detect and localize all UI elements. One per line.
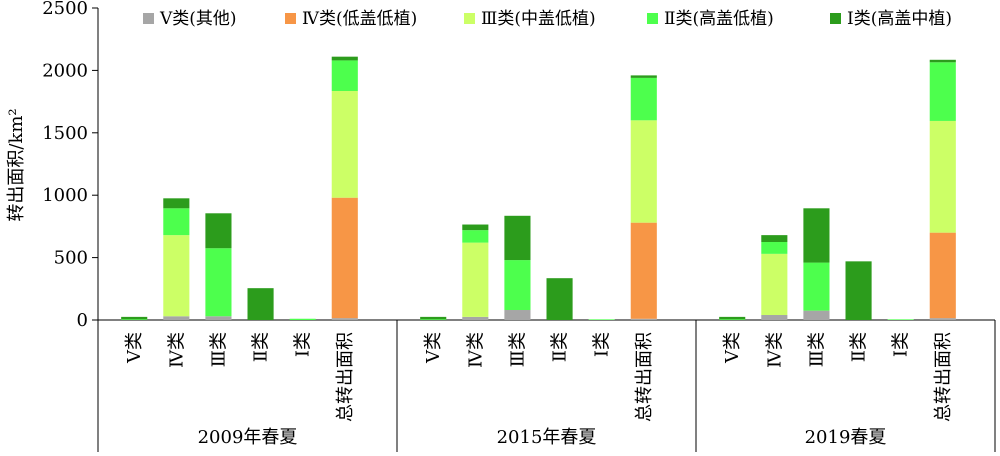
legend-label: Ⅲ类(中盖低植) (481, 9, 596, 29)
bar-segment (462, 230, 489, 243)
bar-segment (331, 56, 358, 61)
bar-segment (630, 77, 657, 121)
bar-segment (546, 278, 573, 320)
x-category-label: Ⅱ类 (550, 332, 571, 362)
bar-segment (121, 316, 148, 320)
bar-segment (163, 198, 190, 209)
bar-segment (247, 288, 274, 320)
bar-segment (205, 248, 232, 317)
bar-segment (803, 208, 830, 263)
bar-segment (630, 120, 657, 223)
x-category-label: Ⅲ类 (806, 332, 827, 367)
bar-segment (588, 319, 615, 320)
y-tick-label: 1000 (42, 185, 88, 206)
bar-segment (289, 318, 316, 320)
bar-segment (205, 316, 232, 320)
bar-segment (761, 242, 788, 254)
legend: Ⅴ类(其他) Ⅳ类(低盖低植) Ⅲ类(中盖低植) Ⅱ类(高盖低植) Ⅰ类(高盖中植) (143, 9, 952, 29)
x-group-label: 2015年春夏 (497, 427, 597, 448)
y-tick-label: 2000 (42, 60, 88, 81)
x-category-label: Ⅰ类 (293, 332, 314, 357)
x-group-label: 2019春夏 (805, 427, 887, 448)
bar-segment (929, 120, 956, 233)
bar-segment (929, 232, 956, 319)
bar-segment (630, 75, 657, 78)
bar-segment (630, 222, 657, 319)
y-tick-label: 1500 (42, 123, 88, 144)
x-category-label: 总转出面积 (933, 332, 954, 422)
x-category-label: Ⅲ类 (507, 332, 528, 367)
bar-segment (331, 60, 358, 91)
bar-segment (331, 318, 358, 320)
legend-swatch (647, 13, 658, 24)
x-category-label: Ⅳ类 (465, 332, 486, 368)
bar-segment (163, 316, 190, 320)
x-category-label: 总转出面积 (335, 332, 356, 422)
y-tick-label: 500 (54, 248, 88, 269)
bar-segment (331, 90, 358, 198)
legend-label: Ⅰ类(高盖中植) (847, 9, 952, 29)
bar-segment (504, 310, 531, 320)
x-category-label: Ⅴ类 (124, 332, 145, 364)
legend-swatch (464, 13, 475, 24)
x-category-label: 总转出面积 (634, 332, 655, 422)
y-tick-label: 0 (77, 310, 88, 331)
bar-segment (845, 261, 872, 320)
y-tick-label: 2500 (42, 0, 88, 19)
bar-segment (929, 318, 956, 320)
bar-segment (420, 316, 447, 320)
bar-segment (420, 319, 447, 320)
bar-segment (163, 235, 190, 317)
legend-label: Ⅴ类(其他) (159, 9, 237, 29)
x-category-label: Ⅰ类 (891, 332, 912, 357)
bar-segment (887, 319, 914, 320)
bar-segment (205, 213, 232, 249)
legend-swatch (285, 13, 296, 24)
bar-segment (929, 62, 956, 121)
bar-segment (761, 235, 788, 242)
x-category-label: Ⅴ类 (722, 332, 743, 364)
bar-segment (462, 242, 489, 317)
bar-segment (462, 224, 489, 231)
bar-segment (719, 316, 746, 320)
bar-segment (803, 262, 830, 311)
x-category-label: Ⅰ类 (592, 332, 613, 357)
x-category-label: Ⅲ类 (208, 332, 229, 367)
bar-segment (630, 318, 657, 320)
bar-segment (462, 316, 489, 320)
bar-segment (331, 197, 358, 319)
x-category-label: Ⅴ类 (423, 332, 444, 364)
legend-label: Ⅳ类(低盖低植) (302, 9, 417, 29)
bars (121, 56, 956, 320)
bar-segment (504, 215, 531, 261)
x-category-label: Ⅱ类 (251, 332, 272, 362)
bar-segment (803, 310, 830, 320)
bar-segment (121, 319, 148, 320)
legend-label: Ⅱ类(高盖低植) (664, 9, 774, 29)
bar-segment (929, 59, 956, 63)
bar-segment (761, 253, 788, 316)
x-category-label: Ⅱ类 (849, 332, 870, 362)
bar-segment (504, 260, 531, 311)
y-axis-label: 转出面积/km² (6, 108, 27, 221)
bar-segment (163, 208, 190, 236)
x-group-label: 2009年春夏 (198, 427, 298, 448)
bar-segment (719, 319, 746, 320)
x-category-label: Ⅳ类 (764, 332, 785, 368)
legend-swatch (143, 13, 154, 24)
legend-swatch (830, 13, 841, 24)
bar-segment (761, 315, 788, 320)
x-category-label: Ⅳ类 (166, 332, 187, 368)
